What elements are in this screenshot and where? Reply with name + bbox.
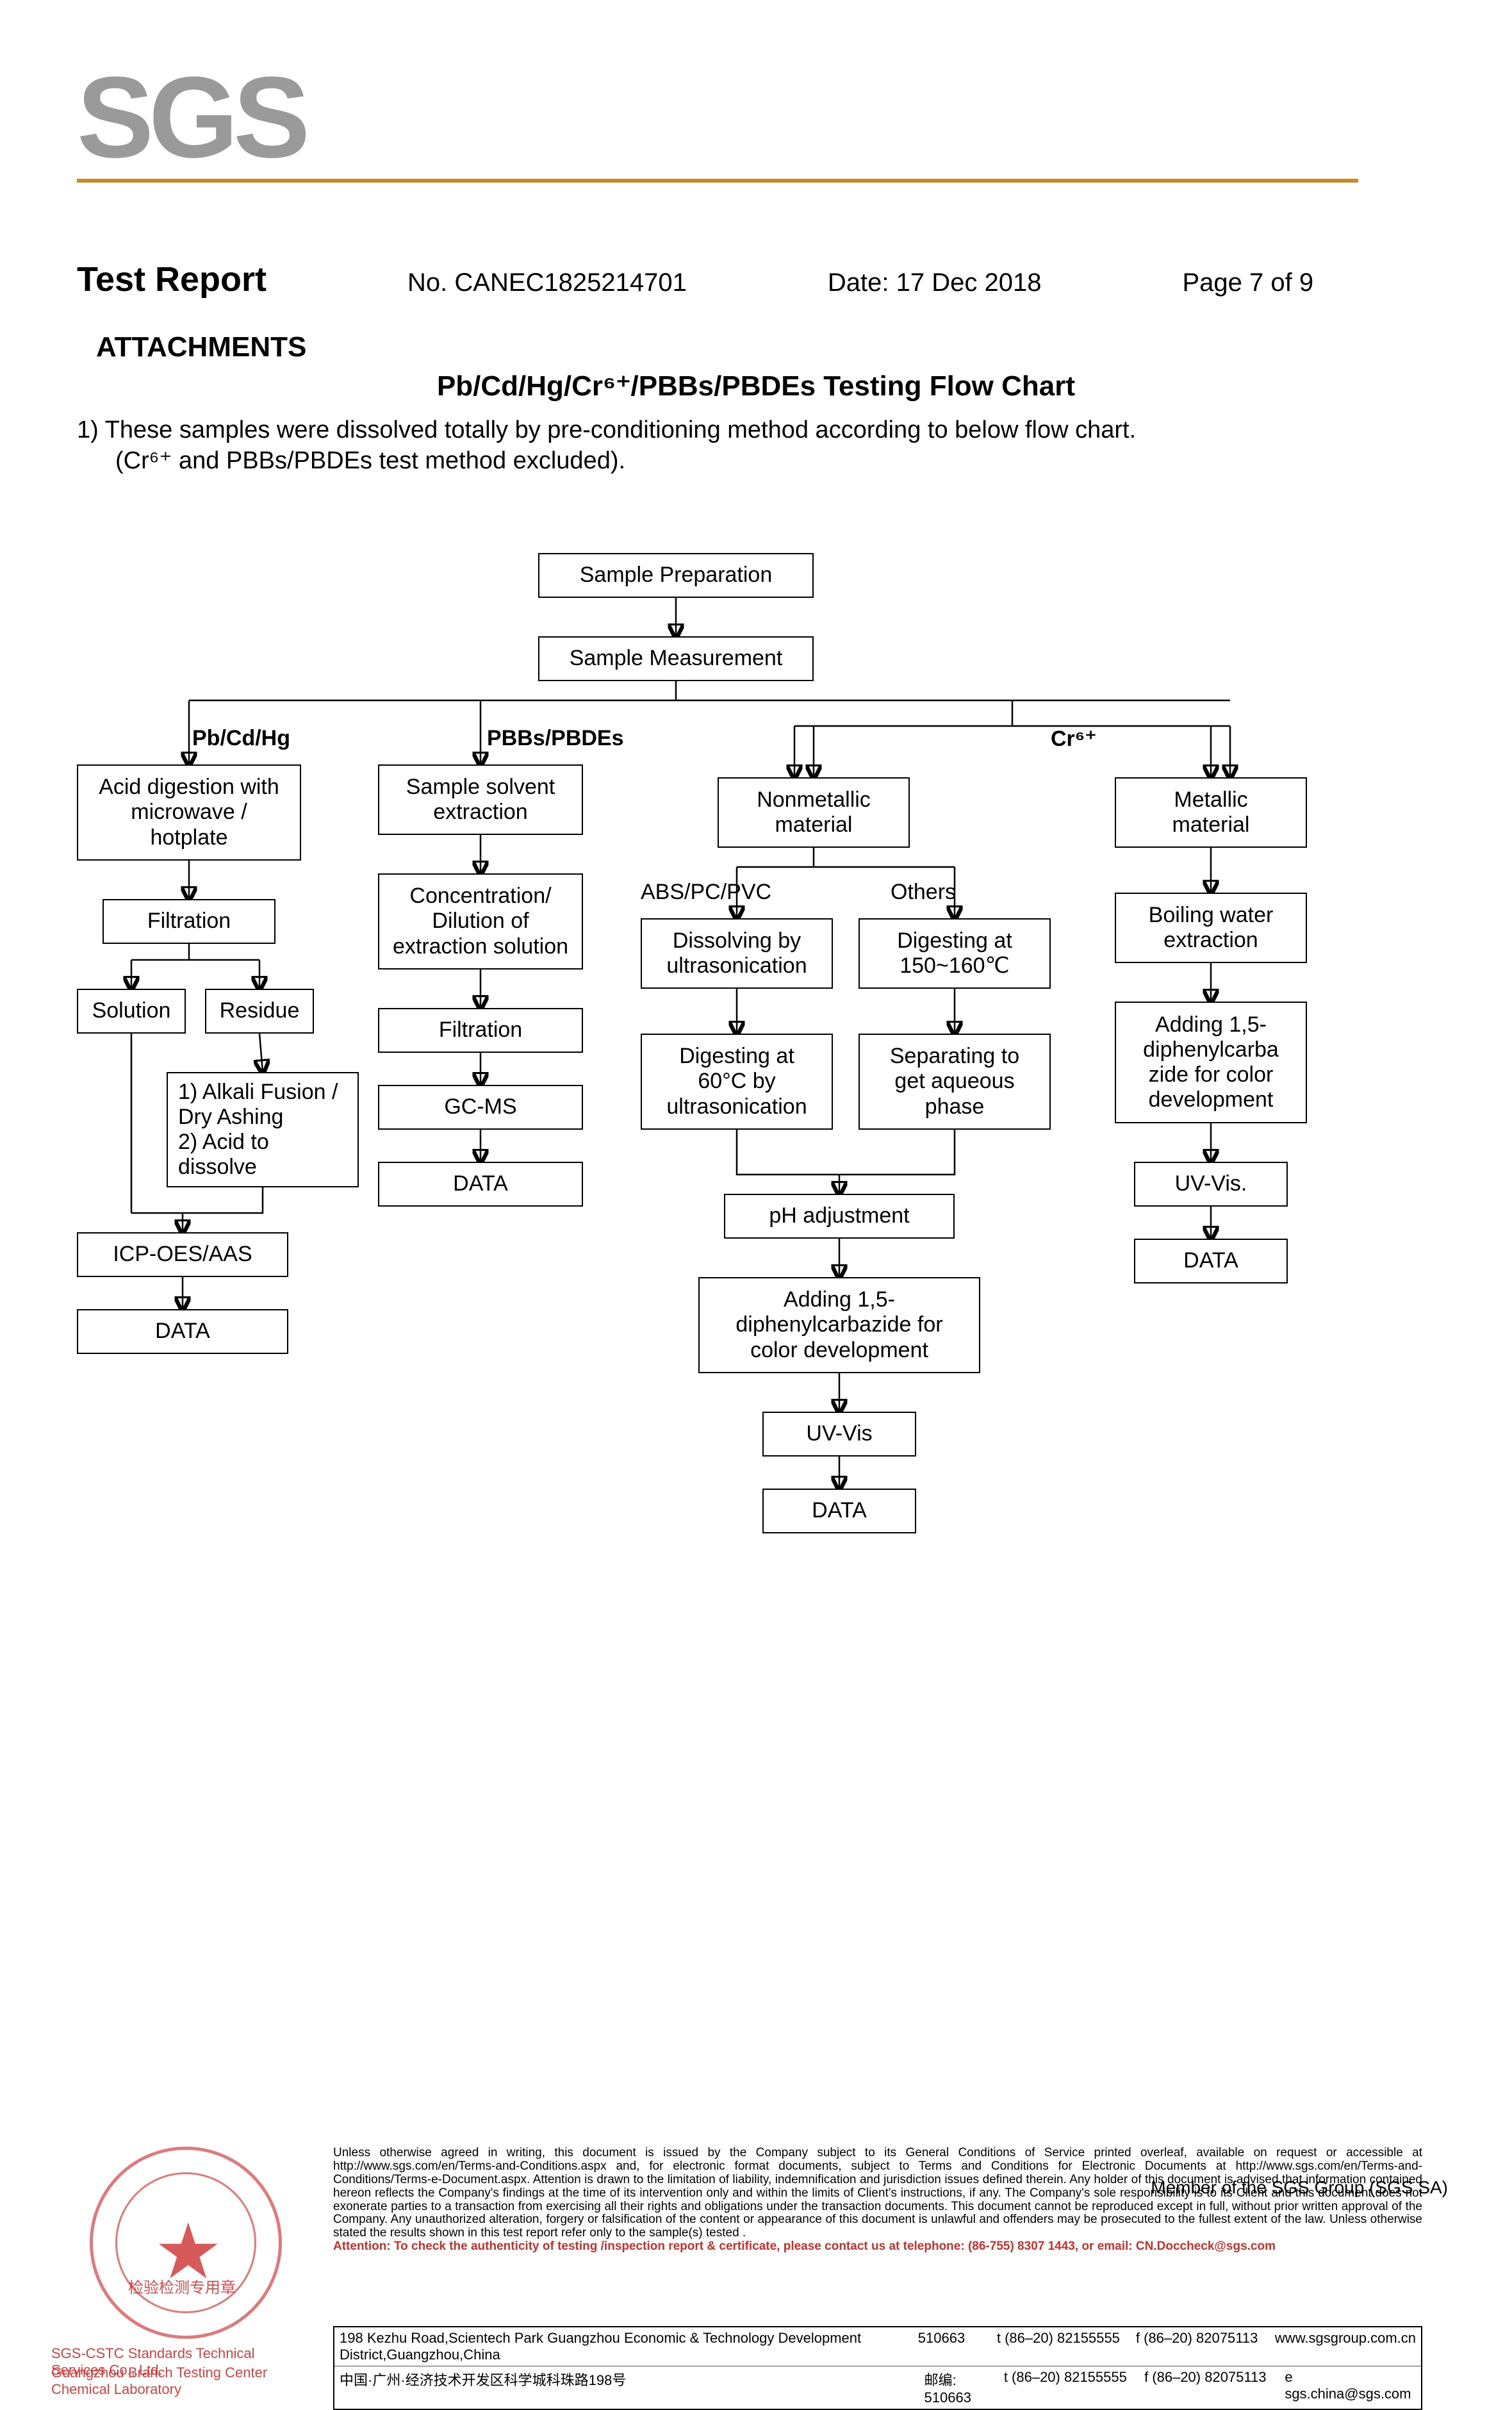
flow-node-icp: ICP-OES/AAS — [77, 1232, 288, 1277]
flow-node-residue: Residue — [205, 989, 314, 1034]
flow-branch-label-others: Others — [891, 880, 956, 905]
flow-node-uvvis2: UV-Vis. — [1134, 1162, 1288, 1207]
intro-line-1: 1) These samples were dissolved totally … — [77, 415, 1435, 446]
flow-branch-label-cr6: Cr⁶⁺ — [1051, 726, 1096, 752]
website: www.sgsgroup.com.cn — [1270, 2327, 1421, 2366]
flow-branch-label-pbbs: PBBs/PBDEs — [487, 726, 624, 751]
report-no: No. CANEC1825214701 — [407, 268, 687, 297]
flow-node-solution: Solution — [77, 989, 186, 1034]
flow-node-data4: DATA — [1134, 1239, 1288, 1283]
date-value: 17 Dec 2018 — [896, 268, 1042, 297]
stamp-sub2: Guangzhou Branch Testing Center Chemical… — [51, 2365, 295, 2398]
flow-node-metal: Metallicmaterial — [1115, 777, 1307, 848]
flow-node-nonmetal: Nonmetallicmaterial — [718, 777, 910, 848]
flow-node-boiling: Boiling waterextraction — [1115, 893, 1307, 963]
intro-text: 1) These samples were dissolved totally … — [77, 415, 1435, 476]
flow-node-conc: Concentration/Dilution ofextraction solu… — [378, 873, 583, 970]
flow-branch-label-abs: ABS/PC/PVC — [641, 880, 771, 905]
flow-node-digest60: Digesting at60°C byultrasonication — [641, 1034, 833, 1130]
intro-line-2: (Cr⁶⁺ and PBBs/PBDEs test method exclude… — [115, 446, 1435, 477]
tel: t (86–20) 82155555 — [992, 2327, 1131, 2366]
flow-node-filtration1: Filtration — [103, 899, 275, 944]
fax: f (86–20) 82075113 — [1131, 2327, 1270, 2366]
disclaimer: Unless otherwise agreed in writing, this… — [333, 2147, 1422, 2254]
flow-node-filtration2: Filtration — [378, 1008, 583, 1053]
date-label: Date: — [828, 268, 889, 297]
attachments-heading: ATTACHMENTS — [96, 331, 1435, 363]
flow-node-acid: Acid digestion withmicrowave /hotplate — [77, 764, 301, 861]
flow-node-alkali: 1) Alkali Fusion / Dry Ashing2) Acid to … — [167, 1072, 359, 1187]
report-no-label: No. — [407, 268, 447, 297]
postcode-2: 510663 — [924, 2389, 971, 2406]
flow-node-adding1: Adding 1,5-diphenylcarbazide forcolor de… — [698, 1277, 980, 1373]
member-line: Member of the SGS Group (SGS SA) — [1151, 2177, 1448, 2198]
header-row: Test Report No. CANEC1825214701 Date: 17… — [77, 260, 1435, 299]
report-title: Test Report — [77, 260, 267, 299]
flow-node-dissolve_us: Dissolving byultrasonication — [641, 918, 833, 989]
flow-node-separate: Separating toget aqueousphase — [859, 1034, 1051, 1130]
addr-en: 198 Kezhu Road,Scientech Park Guangzhou … — [334, 2327, 913, 2366]
stamp: ★ 检验检测专用章 SGS-CSTC Standards Technical S… — [77, 2147, 295, 2365]
flow-chart-title: Pb/Cd/Hg/Cr⁶⁺/PBBs/PBDEs Testing Flow Ch… — [77, 370, 1435, 402]
stamp-text: 检验检测专用章 — [128, 2275, 236, 2297]
report-no-value: CANEC1825214701 — [454, 268, 686, 297]
flow-node-digest150: Digesting at150~160℃ — [859, 918, 1051, 989]
flow-chart: Sample Preparation Sample Measurement Acid… — [77, 553, 1358, 1803]
flow-node-ph: pH adjustment — [724, 1194, 955, 1239]
flow-branch-label-pbcdhg: Pb/Cd/Hg — [192, 726, 290, 751]
flow-node-gcms: GC-MS — [378, 1085, 583, 1130]
address-box: 198 Kezhu Road,Scientech Park Guangzhou … — [333, 2326, 1422, 2410]
flow-node-solvent: Sample solventextraction — [378, 764, 583, 835]
page-indicator: Page 7 of 9 — [1182, 268, 1313, 297]
fax-2: f (86–20) 82075113 — [1139, 2366, 1279, 2409]
sgs-logo: SGS — [77, 51, 1435, 184]
flow-node-sample_meas: Sample Measurement — [538, 636, 814, 681]
flow-node-uvvis1: UV-Vis — [762, 1412, 916, 1457]
postcode-1: 510663 — [913, 2327, 992, 2366]
email: e sgs.china@sgs.com — [1279, 2366, 1421, 2409]
tel-2: t (86–20) 82155555 — [999, 2366, 1139, 2409]
flow-node-sample_prep: Sample Preparation — [538, 553, 814, 598]
flow-node-data1: DATA — [77, 1309, 288, 1354]
flow-node-data2: DATA — [378, 1162, 583, 1207]
flow-node-adding2: Adding 1,5-diphenylcarbazide for colorde… — [1115, 1002, 1307, 1123]
report-date: Date: 17 Dec 2018 — [828, 268, 1042, 297]
disclaimer-attention: Attention: To check the authenticity of … — [333, 2240, 1276, 2253]
addr-cn: 中国·广州·经济技术开发区科学城科珠路198号 — [334, 2366, 919, 2409]
postcode-2-label: 邮编: — [924, 2372, 957, 2388]
flow-node-data3: DATA — [762, 1489, 916, 1533]
